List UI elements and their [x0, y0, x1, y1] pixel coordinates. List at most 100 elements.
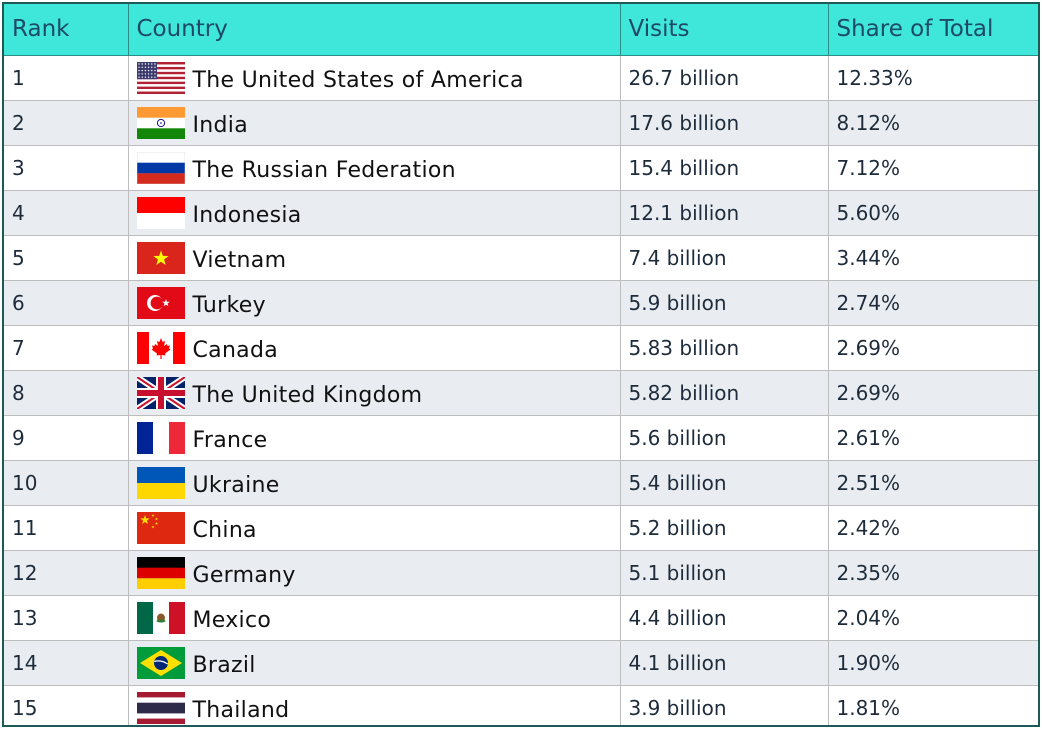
header-rank: Rank: [4, 4, 129, 56]
country-visits-table: Rank Country Visits Share of Total 1 The …: [4, 4, 1038, 725]
share-cell: 2.51%: [828, 460, 1038, 506]
table-row: 6 Turkey 5.9 billion 2.74%: [4, 280, 1038, 326]
rank-cell: 14: [4, 640, 129, 686]
share-cell: 2.42%: [828, 505, 1038, 551]
country-cell: China: [128, 505, 621, 551]
rank-cell: 5: [4, 235, 129, 281]
uk-flag-icon: [134, 374, 187, 411]
share-cell: 2.69%: [828, 325, 1038, 371]
share-cell: 8.12%: [828, 100, 1038, 146]
country-name: Brazil: [192, 653, 256, 678]
country-name: China: [192, 518, 257, 543]
table-row: 11 China 5.2 billion 2.42%: [4, 505, 1038, 551]
thailand-flag-icon: [136, 691, 185, 724]
share-cell: 2.74%: [828, 280, 1038, 326]
table-row: 15 Thailand 3.9 billion 1.81%: [4, 685, 1038, 725]
canada-flag-icon: [136, 331, 185, 364]
rank-cell: 7: [4, 325, 129, 371]
table-row: 8 The United Kingdom 5.82 billion 2.69%: [4, 370, 1038, 416]
visits-cell: 12.1 billion: [620, 190, 829, 236]
rank-cell: 13: [4, 595, 129, 641]
country-cell: Ukraine: [128, 460, 621, 506]
share-cell: 2.69%: [828, 370, 1038, 416]
rank-cell: 10: [4, 460, 129, 506]
country-cell: Germany: [128, 550, 621, 596]
india-flag-icon: [136, 106, 185, 139]
table-row: 7 Canada 5.83 billion 2.69%: [4, 325, 1038, 371]
share-cell: 12.33%: [828, 55, 1038, 101]
country-cell: The United States of America: [128, 55, 621, 101]
country-cell: Brazil: [128, 640, 621, 686]
country-name: The Russian Federation: [192, 158, 456, 183]
country-name: Vietnam: [192, 248, 287, 273]
country-name: Turkey: [192, 293, 266, 318]
visits-cell: 5.82 billion: [620, 370, 829, 416]
country-name: Ukraine: [192, 473, 280, 498]
share-cell: 3.44%: [828, 235, 1038, 281]
country-cell: Vietnam: [128, 235, 621, 281]
table-row: 4 Indonesia 12.1 billion 5.60%: [4, 190, 1038, 236]
table-row: 9 France 5.6 billion 2.61%: [4, 415, 1038, 461]
ukraine-flag-icon: [136, 466, 185, 499]
country-name: France: [192, 428, 268, 453]
country-cell: The United Kingdom: [128, 370, 621, 416]
country-name: The United Kingdom: [192, 383, 423, 408]
visits-cell: 3.9 billion: [620, 685, 829, 725]
table-row: 2 India 17.6 billion 8.12%: [4, 100, 1038, 146]
visits-cell: 5.4 billion: [620, 460, 829, 506]
us-flag-icon: [136, 61, 185, 94]
country-cell: Mexico: [128, 595, 621, 641]
china-flag-icon: [136, 511, 185, 544]
share-cell: 2.61%: [828, 415, 1038, 461]
table-row: 14 Brazil 4.1 billion 1.90%: [4, 640, 1038, 686]
table-row: 13 Mexico 4.4 billion 2.04%: [4, 595, 1038, 641]
share-cell: 2.04%: [828, 595, 1038, 641]
visits-cell: 26.7 billion: [620, 55, 829, 101]
share-cell: 1.90%: [828, 640, 1038, 686]
country-cell: The Russian Federation: [128, 145, 621, 191]
visits-cell: 5.83 billion: [620, 325, 829, 371]
country-cell: Turkey: [128, 280, 621, 326]
rank-cell: 11: [4, 505, 129, 551]
table-row: 10 Ukraine 5.4 billion 2.51%: [4, 460, 1038, 506]
brazil-flag-icon: [136, 646, 185, 679]
country-name: Thailand: [192, 698, 290, 723]
visits-cell: 4.4 billion: [620, 595, 829, 641]
rank-cell: 6: [4, 280, 129, 326]
visits-cell: 7.4 billion: [620, 235, 829, 281]
header-row: Rank Country Visits Share of Total: [4, 4, 1038, 56]
share-cell: 2.35%: [828, 550, 1038, 596]
russia-flag-icon: [136, 151, 185, 184]
country-cell: Indonesia: [128, 190, 621, 236]
country-cell: Canada: [128, 325, 621, 371]
country-name: Mexico: [192, 608, 272, 633]
country-cell: India: [128, 100, 621, 146]
rank-cell: 9: [4, 415, 129, 461]
mexico-flag-icon: [136, 601, 185, 634]
turkey-flag-icon: [136, 286, 185, 319]
table-row: 3 The Russian Federation 15.4 billion 7.12%: [4, 145, 1038, 191]
country-name: Germany: [192, 563, 296, 588]
country-cell: Thailand: [128, 685, 621, 725]
france-flag-icon: [136, 421, 185, 454]
table-row: 12 Germany 5.1 billion 2.35%: [4, 550, 1038, 596]
visits-cell: 17.6 billion: [620, 100, 829, 146]
rank-cell: 8: [4, 370, 129, 416]
table-row: 1 The United States of America 26.7 billio…: [4, 55, 1038, 101]
visits-cell: 5.6 billion: [620, 415, 829, 461]
table-row: 5 Vietnam 7.4 billion 3.44%: [4, 235, 1038, 281]
visits-cell: 4.1 billion: [620, 640, 829, 686]
indonesia-flag-icon: [136, 196, 185, 229]
country-name: Indonesia: [192, 203, 302, 228]
germany-flag-icon: [136, 556, 185, 589]
rank-cell: 4: [4, 190, 129, 236]
rank-cell: 3: [4, 145, 129, 191]
share-cell: 7.12%: [828, 145, 1038, 191]
header-country: Country: [128, 4, 621, 56]
rank-cell: 1: [4, 55, 129, 101]
header-visits: Visits: [620, 4, 829, 56]
country-name: Canada: [192, 338, 279, 363]
share-cell: 1.81%: [828, 685, 1038, 725]
rank-cell: 2: [4, 100, 129, 146]
share-cell: 5.60%: [828, 190, 1038, 236]
